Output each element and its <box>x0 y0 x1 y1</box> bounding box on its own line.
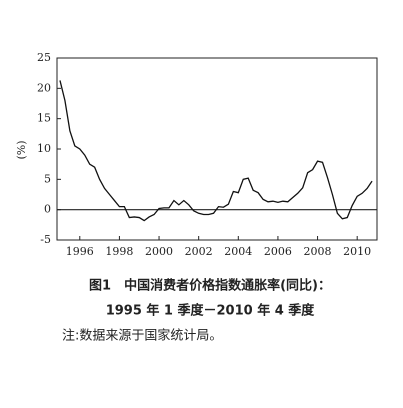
x-tick-label: 2002 <box>185 245 213 258</box>
y-tick-label: -5 <box>40 233 51 246</box>
y-tick-label: 15 <box>37 112 51 125</box>
x-tick-label: 1996 <box>66 245 94 258</box>
x-tick-label: 2006 <box>264 245 292 258</box>
data-line <box>59 80 373 222</box>
x-tick-label: 2004 <box>224 245 252 258</box>
y-axis-label: (%) <box>15 140 28 159</box>
y-tick-label: 5 <box>44 172 51 185</box>
x-tick-label: 1998 <box>105 245 133 258</box>
y-tick-label: 0 <box>44 203 51 216</box>
y-tick-label: 25 <box>37 51 51 64</box>
caption-line: 图1 中国消费者价格指数通胀率(同比)： <box>89 278 331 294</box>
y-tick-label: 10 <box>37 142 51 155</box>
x-tick-label: 2000 <box>145 245 173 258</box>
note: 注:数据来源于国家统计局。 <box>62 328 222 344</box>
y-tick-label: 20 <box>37 81 51 94</box>
x-tick-label: 2010 <box>343 245 371 258</box>
x-tick-label: 2008 <box>304 245 332 258</box>
caption-line: 1995 年 1 季度－2010 年 4 季度 <box>106 303 316 319</box>
plot-frame <box>56 57 378 241</box>
